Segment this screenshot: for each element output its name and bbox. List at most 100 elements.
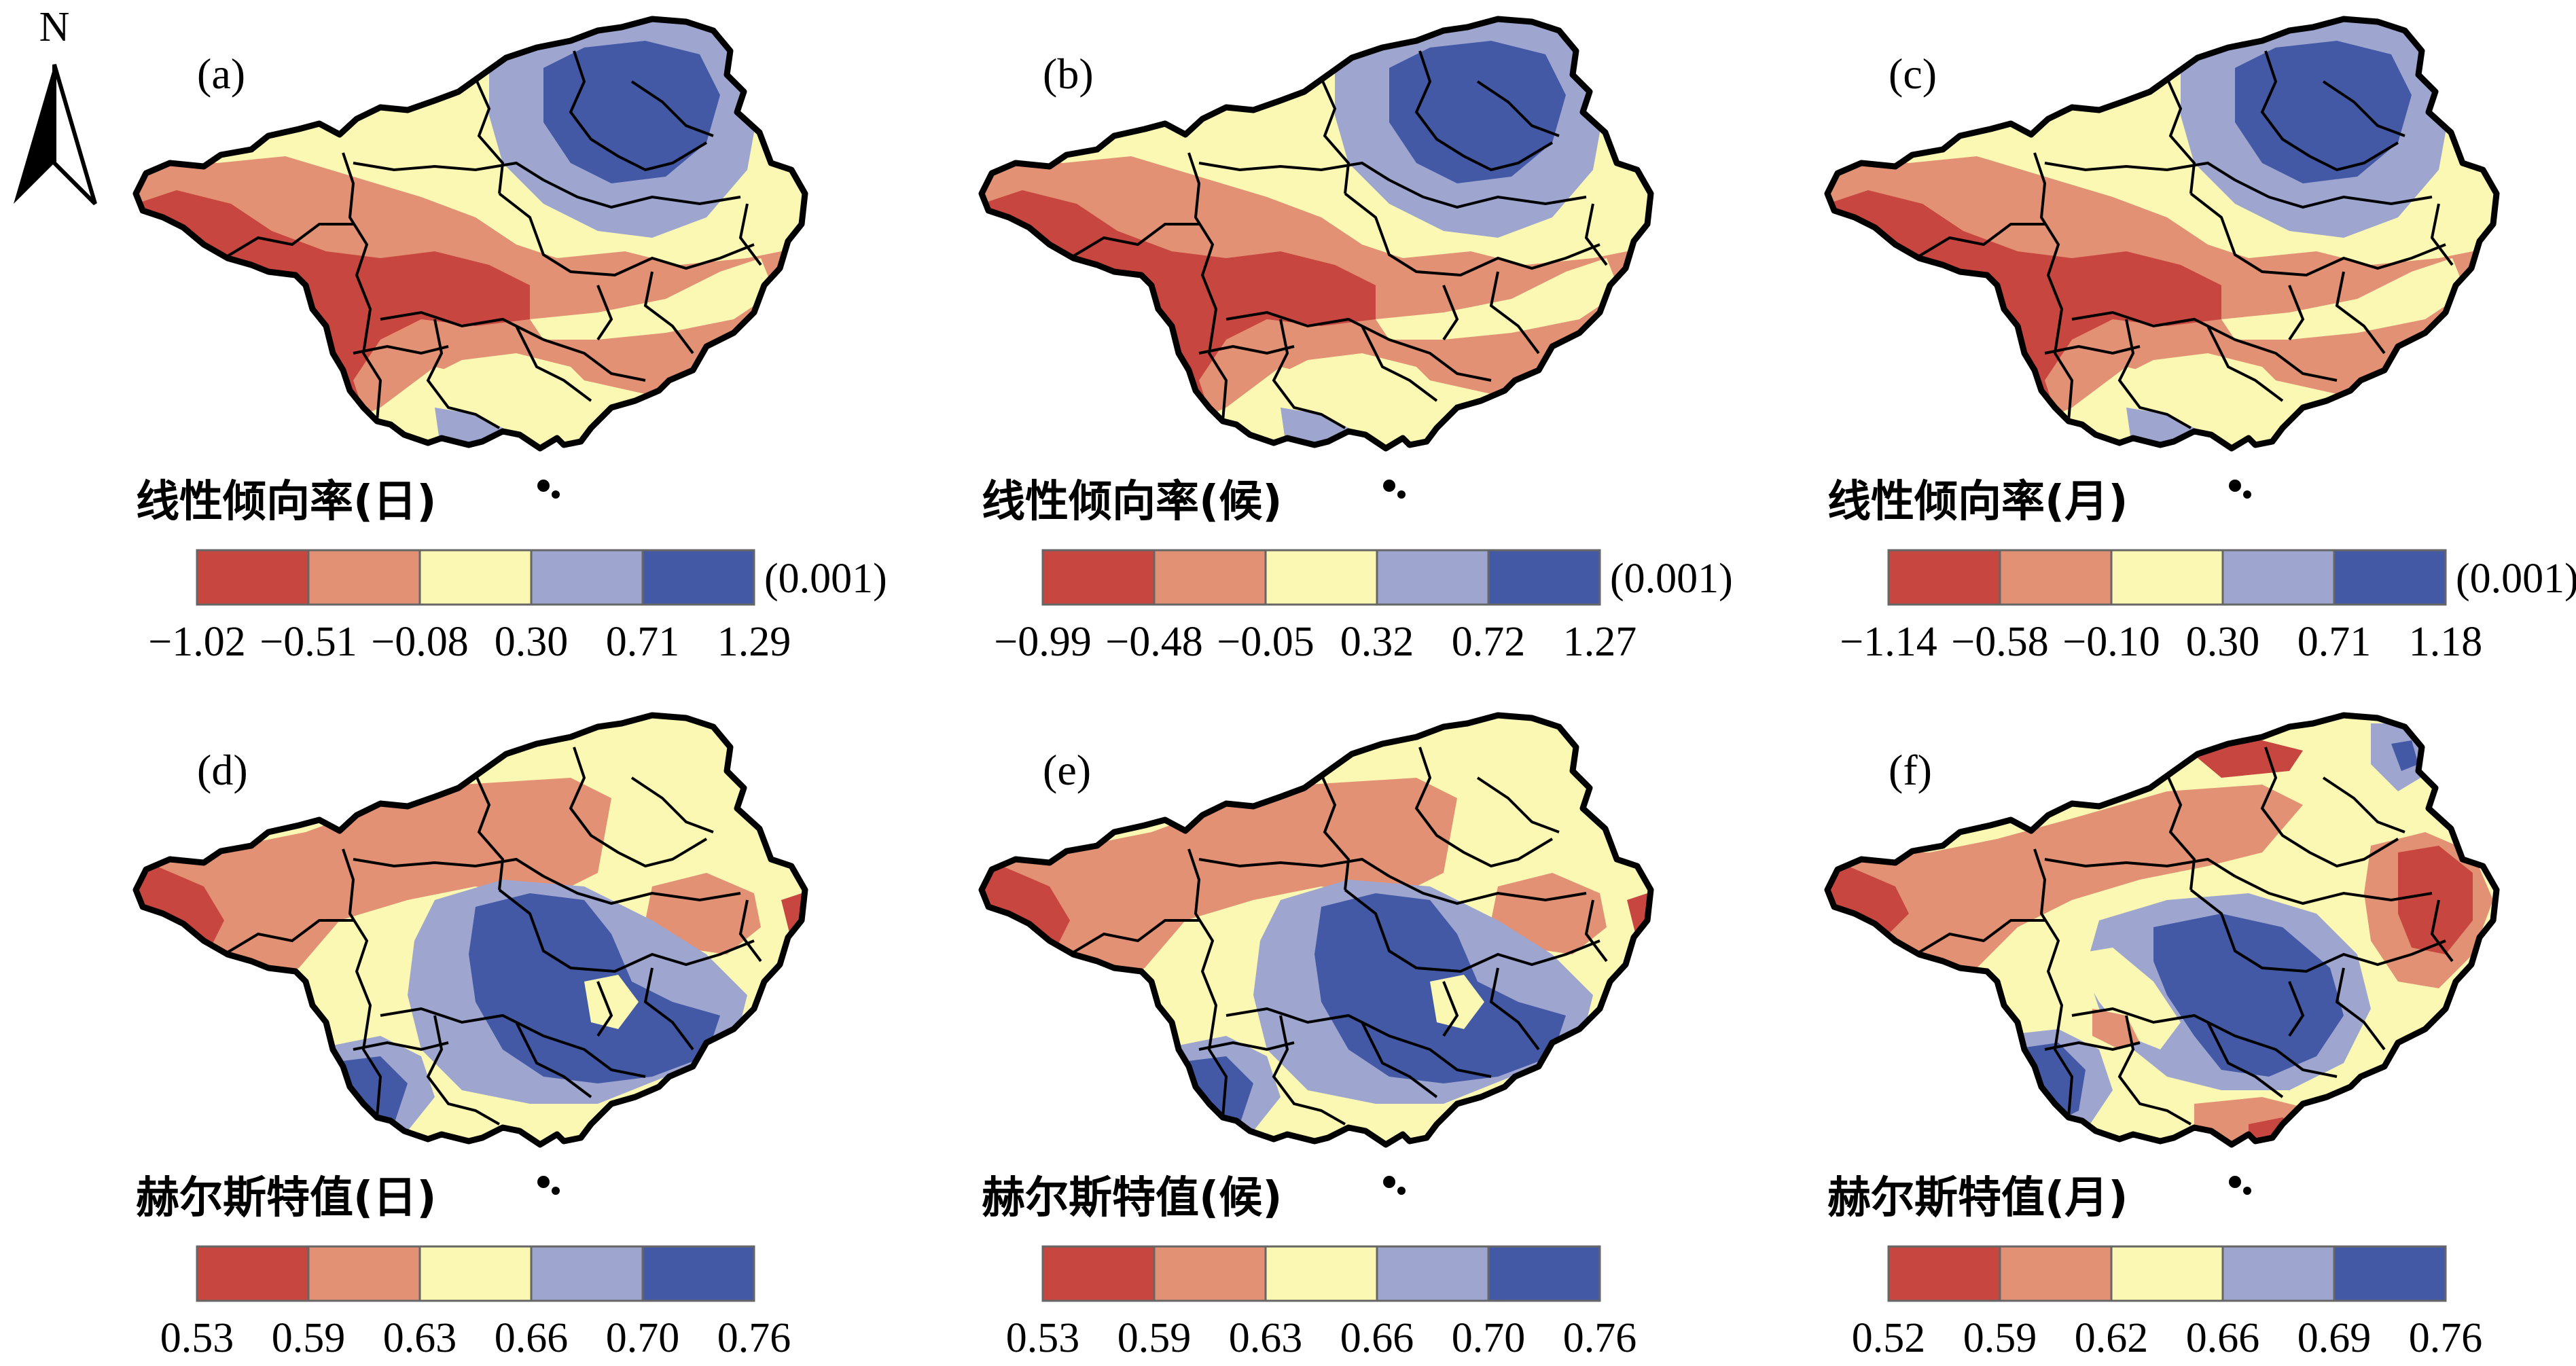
province-boundary <box>1824 16 2500 452</box>
county-boundary-5 <box>498 192 755 277</box>
legend-tick-label: −0.99 <box>994 619 1091 665</box>
legend-swatch-5 <box>2333 549 2447 606</box>
panel-label: (b) <box>1043 50 1094 98</box>
legend-tick-label: 1.27 <box>1563 619 1637 665</box>
county-boundary-13 <box>2044 1041 2141 1052</box>
county-boundary-7 <box>630 80 714 137</box>
county-boundary-1 <box>342 152 382 422</box>
county-boundary-13 <box>353 344 449 355</box>
county-boundary-3 <box>2166 774 2196 891</box>
county-boundary-2 <box>1069 919 1199 956</box>
county-boundary-14 <box>596 285 613 341</box>
county-boundary-7 <box>1476 776 1560 833</box>
contour-band-1 <box>982 778 1457 988</box>
legend-swatch-4 <box>1376 549 1490 606</box>
county-boundary-3 <box>2166 77 2196 194</box>
legend-unit: (0.001) <box>764 556 887 602</box>
legend-tick-label: 0.53 <box>160 1315 234 1361</box>
contour-band-7 <box>584 975 639 1029</box>
legend-swatch-1 <box>1041 549 1156 606</box>
contour-band-6 <box>2391 740 2418 771</box>
contour-band-4 <box>1491 873 1607 954</box>
county-boundary-7 <box>1476 80 1560 137</box>
legend: 赫尔斯特值(日) 0.53 0.59 0.63 0.66 0.70 0.76 <box>136 1173 791 1361</box>
county-boundary-9 <box>1226 310 1492 382</box>
map <box>132 712 808 1195</box>
county-boundary-2 <box>1914 223 2045 259</box>
county-boundary-6 <box>1414 50 1554 172</box>
legend-tick-label: 1.29 <box>717 619 791 665</box>
contour-band-8 <box>1389 41 1566 183</box>
contour-fill <box>136 715 805 1145</box>
county-boundary-9 <box>380 1007 646 1078</box>
county-boundary-11 <box>1361 325 1438 402</box>
island-dot <box>2229 1176 2241 1188</box>
county-boundary-4 <box>1198 857 1391 878</box>
legend-swatch-1 <box>1887 549 2001 606</box>
island-dot <box>2243 1187 2251 1195</box>
legend-tick-label: 0.52 <box>1852 1315 1926 1361</box>
county-boundary-14 <box>2288 981 2305 1037</box>
county-boundary-6 <box>569 747 708 868</box>
island-dot <box>537 1176 550 1188</box>
panel-label: (a) <box>197 50 245 98</box>
legend-tick-label: −0.10 <box>2062 619 2160 665</box>
legend-swatch-4 <box>530 1245 644 1302</box>
county-boundary-12 <box>643 967 694 1051</box>
county-boundary-8 <box>1389 875 1587 905</box>
panel-a: (a) 线性倾向率(日) (0.001) −1.02 −0.51 −0.08 0.30 0.7… <box>132 16 887 665</box>
legend-title: 赫尔斯特值(日) <box>136 1173 437 1223</box>
legend-swatch-3 <box>1264 549 1378 606</box>
county-boundary-3 <box>474 77 505 194</box>
province-boundary <box>132 712 808 1148</box>
county-boundary-8 <box>2234 179 2433 209</box>
county-boundary-8 <box>2234 875 2433 905</box>
legend-swatch-5 <box>641 1245 755 1302</box>
legend-tick-label: −1.02 <box>148 619 245 665</box>
county-boundary-11 <box>515 1022 592 1098</box>
county-boundary-8 <box>543 875 741 905</box>
county-boundary-15 <box>2430 899 2454 963</box>
contour-fill <box>136 19 805 448</box>
county-boundary-3 <box>474 774 505 891</box>
legend: 赫尔斯特值(候) 0.53 0.59 0.63 0.66 0.70 0.76 <box>982 1173 1636 1361</box>
legend-swatch-2 <box>1999 1245 2113 1302</box>
county-boundary-5 <box>1344 888 1600 973</box>
legend-tick-label: 0.63 <box>383 1315 457 1361</box>
legend-swatch-3 <box>2110 1245 2224 1302</box>
county-boundary-4 <box>2044 857 2236 878</box>
legend-tick-label: 1.18 <box>2409 619 2483 665</box>
north-arrow: N <box>14 4 97 206</box>
contour-band-8 <box>2398 846 2473 954</box>
legend-swatch-2 <box>1153 1245 1267 1302</box>
contour-band-6 <box>530 258 774 340</box>
legend-swatch-4 <box>2221 549 2336 606</box>
legend-tick-label: 0.32 <box>1340 619 1414 665</box>
legend-tick-label: −0.58 <box>1951 619 2048 665</box>
county-boundary-1 <box>2033 152 2074 422</box>
legend-swatch-2 <box>1999 549 2113 606</box>
county-boundary-2 <box>1069 223 1199 259</box>
legend-tick-label: −0.08 <box>371 619 468 665</box>
panel-b: (b) 线性倾向率(候) (0.001) −0.99 −0.48 −0.05 0.32 0.7… <box>978 16 1733 665</box>
island-dot <box>537 480 550 492</box>
legend-tick-label: −0.48 <box>1105 619 1202 665</box>
island-dot <box>2243 490 2251 499</box>
legend-swatch-4 <box>1376 1245 1490 1302</box>
county-boundary-5 <box>1344 192 1600 277</box>
county-boundary-3 <box>1320 774 1350 891</box>
county-boundary-14 <box>2288 285 2305 341</box>
county-boundary-2 <box>223 223 353 259</box>
contour-fill <box>1827 715 2497 1145</box>
county-boundary-9 <box>380 310 646 382</box>
legend-tick-label: −1.14 <box>1840 619 1937 665</box>
legend-swatch-1 <box>196 1245 310 1302</box>
legend-tick-label: −0.51 <box>260 619 357 665</box>
legend-unit: (0.001) <box>2456 556 2576 602</box>
county-boundary-14 <box>1442 981 1459 1037</box>
county-boundary-11 <box>515 325 592 402</box>
legend-swatch-5 <box>641 549 755 606</box>
legend-swatch-1 <box>1041 1245 1156 1302</box>
county-boundary-4 <box>1198 161 1391 181</box>
